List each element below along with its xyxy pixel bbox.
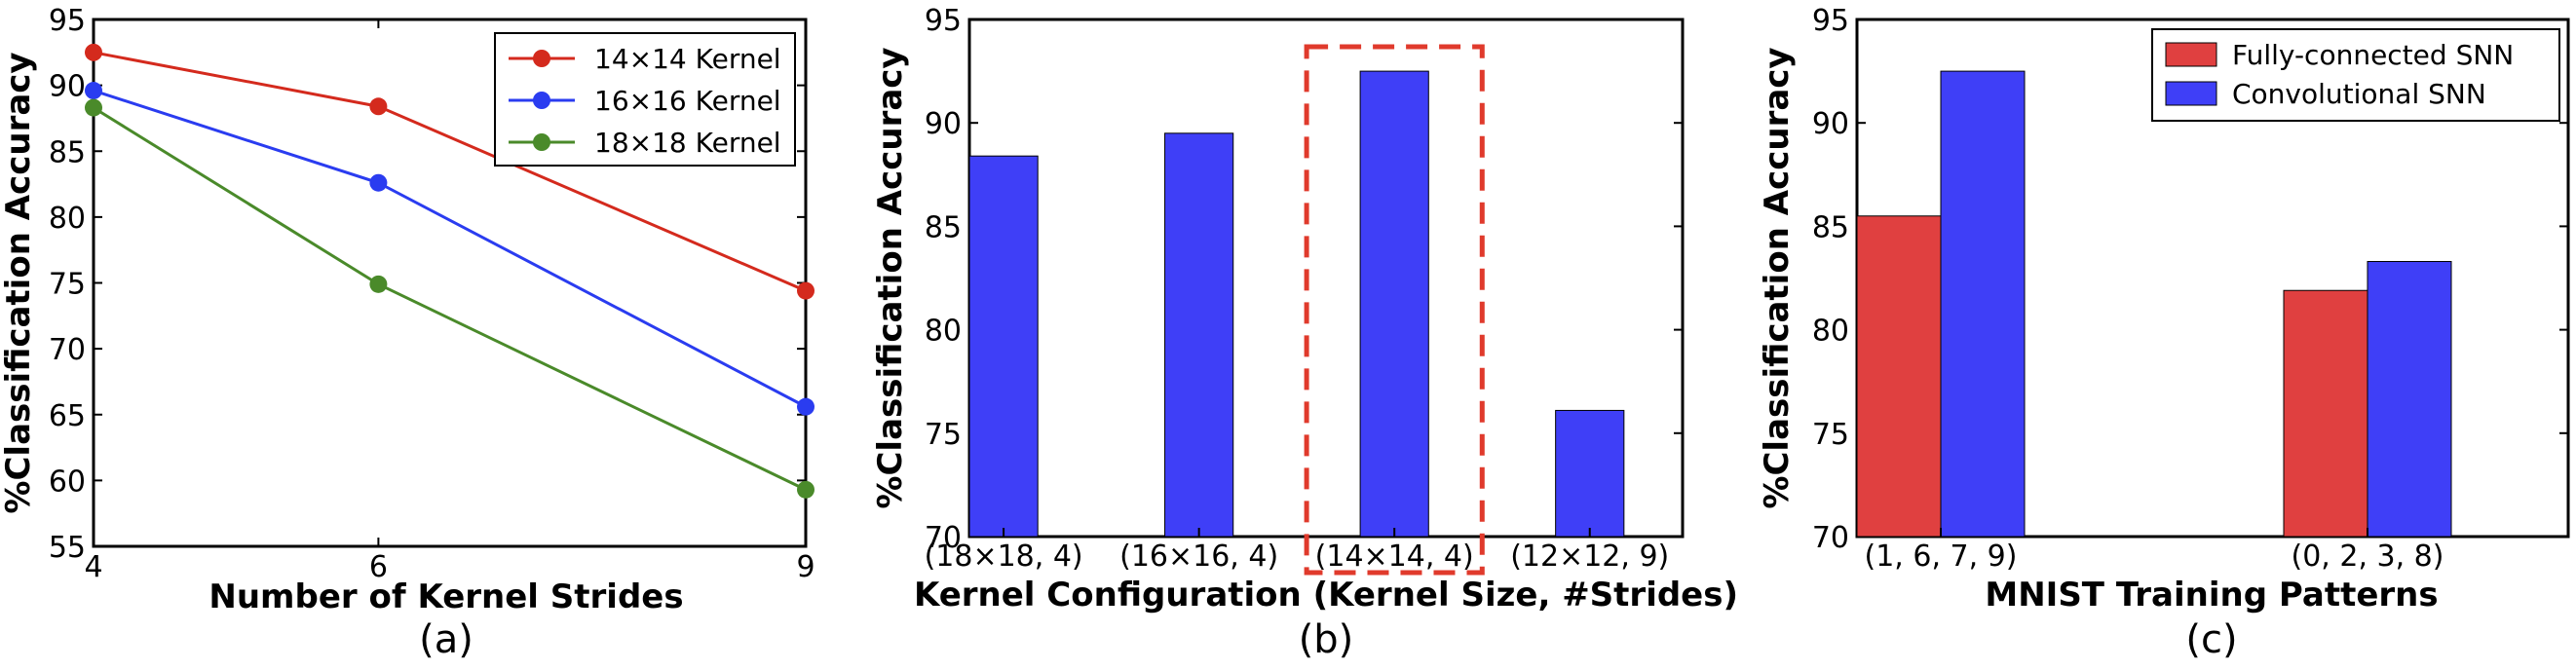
y-tick-label: 70 — [1812, 521, 1849, 555]
data-point — [797, 397, 814, 416]
legend-label: 14×14 Kernel — [594, 43, 781, 75]
y-tick-label: 75 — [1812, 418, 1849, 452]
y-tick-label: 90 — [925, 107, 962, 141]
legend-label: 16×16 Kernel — [594, 85, 781, 117]
y-tick-label: 80 — [1812, 315, 1849, 349]
legend-marker — [533, 50, 550, 67]
panel-label: (a) — [419, 617, 474, 662]
panel-label: (c) — [2185, 617, 2237, 662]
y-axis-label: %Classification Accuracy — [0, 52, 38, 513]
y-tick-label: 55 — [49, 531, 86, 565]
bar — [1856, 215, 1942, 538]
data-point — [797, 281, 814, 300]
x-axis-label: MNIST Training Patterns — [1985, 576, 2438, 614]
panel-b-bar-chart: 70 75 80 85 90 95 %Classification Accuracy (18×… — [871, 4, 1738, 662]
legend-label: Convolutional SNN — [2232, 78, 2486, 110]
y-axis-label: %Classification Accuracy — [871, 47, 910, 508]
data-point — [85, 98, 102, 117]
y-tick-label: 65 — [49, 399, 86, 433]
y-tick-label: 75 — [49, 268, 86, 302]
y-tick-label: 85 — [1812, 210, 1849, 244]
y-tick-label: 95 — [49, 4, 86, 38]
y-tick-label: 90 — [49, 70, 86, 104]
data-point — [369, 275, 388, 293]
legend-label: 18×18 Kernel — [594, 127, 781, 159]
x-tick-label: (12×12, 9) — [1510, 540, 1669, 574]
y-tick-label: 60 — [49, 465, 86, 499]
bar — [968, 155, 1039, 538]
legend-box — [2151, 28, 2560, 122]
y-tick-label: 80 — [925, 315, 962, 349]
y-axis-label: %Classification Accuracy — [1758, 47, 1797, 508]
panel-c-grouped-bar-chart: 70 75 80 85 90 95 %Classification Accuracy (1, … — [1758, 4, 2570, 662]
bar — [1164, 132, 1234, 538]
x-tick-label: (18×18, 4) — [925, 540, 1083, 574]
x-tick-label: (1, 6, 7, 9) — [1865, 540, 2018, 574]
x-tick-label: 9 — [796, 550, 814, 584]
x-tick-label: 6 — [369, 550, 388, 584]
y-tick-label: 95 — [1812, 4, 1849, 38]
data-point — [797, 480, 814, 499]
panel-a-line-chart: 55 60 65 70 75 80 85 90 95 %Classification Accura… — [0, 4, 815, 662]
highlight-box — [1304, 44, 1485, 576]
y-tick-label: 75 — [925, 418, 962, 452]
x-tick-label: 4 — [84, 550, 102, 584]
bar — [2367, 261, 2452, 538]
y-tick-label: 95 — [925, 4, 962, 38]
bar — [1940, 70, 2026, 538]
y-tick-label: 80 — [49, 202, 86, 236]
legend-label: Fully-connected SNN — [2232, 39, 2514, 71]
x-axis-label: Kernel Configuration (Kernel Size, #Stri… — [914, 576, 1738, 614]
y-tick-label: 90 — [1812, 107, 1849, 141]
data-point — [369, 173, 388, 192]
x-tick-label: (0, 2, 3, 8) — [2292, 540, 2444, 574]
legend-marker — [533, 133, 550, 151]
legend-swatch — [2165, 42, 2217, 67]
panel-label: (b) — [1299, 617, 1354, 662]
data-point — [85, 82, 102, 100]
bar — [2283, 289, 2368, 538]
legend-marker — [533, 92, 550, 109]
y-tick-label: 70 — [925, 521, 962, 555]
data-point — [85, 43, 102, 61]
x-axis-label: Number of Kernel Strides — [208, 577, 683, 616]
y-tick-label: 85 — [925, 210, 962, 244]
data-point — [369, 97, 388, 116]
y-tick-label: 85 — [49, 135, 86, 169]
x-tick-label: (14×14, 4) — [1315, 540, 1474, 574]
legend-swatch — [2165, 81, 2217, 106]
bar — [1555, 409, 1625, 538]
y-tick-label: 70 — [49, 333, 86, 367]
x-tick-label: (16×16, 4) — [1119, 540, 1278, 574]
bar — [1359, 70, 1429, 538]
